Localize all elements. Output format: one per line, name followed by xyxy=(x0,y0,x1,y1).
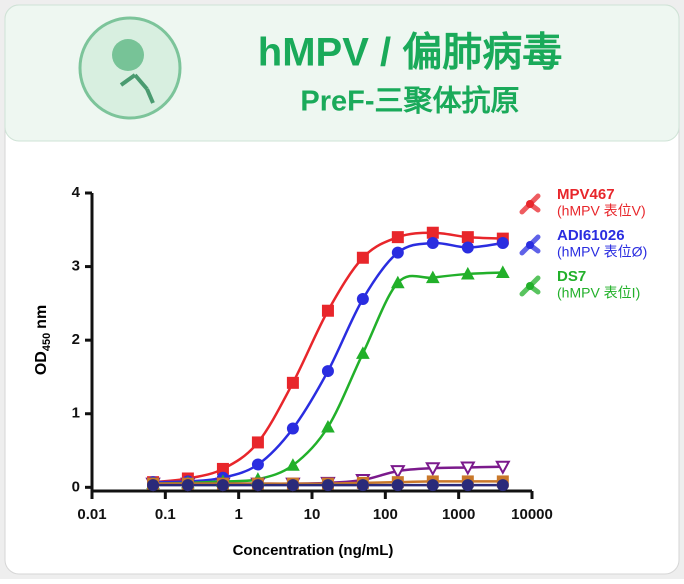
marker xyxy=(252,480,263,491)
y-label-main: OD xyxy=(33,351,50,375)
marker xyxy=(427,238,438,249)
marker xyxy=(427,227,438,238)
marker xyxy=(322,366,333,377)
marker xyxy=(252,459,263,470)
x-tick-label: 1000 xyxy=(442,506,475,523)
legend-epitope: (hMPV 表位Ø) xyxy=(557,244,647,260)
marker xyxy=(392,247,403,258)
marker xyxy=(392,480,403,491)
marker xyxy=(217,480,228,491)
legend-icon-dot xyxy=(526,241,534,249)
legend-name: ADI61026 xyxy=(557,227,625,244)
marker xyxy=(287,377,298,388)
y-label-unit: nm xyxy=(33,305,50,329)
legend-epitope: (hMPV 表位V) xyxy=(557,203,646,219)
x-tick-label: 1 xyxy=(234,506,242,523)
y-tick-label: 4 xyxy=(72,184,81,201)
marker xyxy=(287,480,298,491)
marker xyxy=(462,242,473,253)
x-tick-label: 10000 xyxy=(511,506,553,523)
marker xyxy=(322,480,333,491)
marker xyxy=(497,238,508,249)
legend-icon-dot xyxy=(526,200,534,208)
legend-epitope: (hMPV 表位I) xyxy=(557,285,640,301)
y-tick-label: 3 xyxy=(72,258,80,275)
marker xyxy=(182,480,193,491)
x-tick-label: 0.1 xyxy=(155,506,176,523)
x-axis-label: Concentration (ng/mL) xyxy=(233,542,394,559)
marker xyxy=(287,423,298,434)
marker xyxy=(462,232,473,243)
marker xyxy=(357,252,368,263)
marker xyxy=(427,480,438,491)
page: hMPV / 偏肺病毒 PreF-三聚体抗原 Concentration (ng… xyxy=(0,0,684,579)
title: hMPV / 偏肺病毒 xyxy=(258,31,562,75)
marker xyxy=(357,293,368,304)
x-tick-label: 100 xyxy=(373,506,398,523)
y-label-sub: 450 xyxy=(41,333,53,351)
y-tick-label: 0 xyxy=(72,478,80,495)
y-tick-label: 2 xyxy=(72,331,80,348)
x-tick-label: 10 xyxy=(304,506,321,523)
marker xyxy=(357,480,368,491)
marker xyxy=(252,437,263,448)
legend-name: DS7 xyxy=(557,268,586,285)
marker xyxy=(148,480,159,491)
marker xyxy=(322,305,333,316)
marker xyxy=(462,480,473,491)
subtitle: PreF-三聚体抗原 xyxy=(300,84,519,118)
marker xyxy=(497,480,508,491)
x-tick-label: 0.01 xyxy=(77,506,106,523)
legend-name: MPV467 xyxy=(557,186,615,203)
y-tick-label: 1 xyxy=(72,405,80,422)
icon-virus xyxy=(112,39,144,71)
marker xyxy=(392,232,403,243)
legend-icon-dot xyxy=(526,282,534,290)
